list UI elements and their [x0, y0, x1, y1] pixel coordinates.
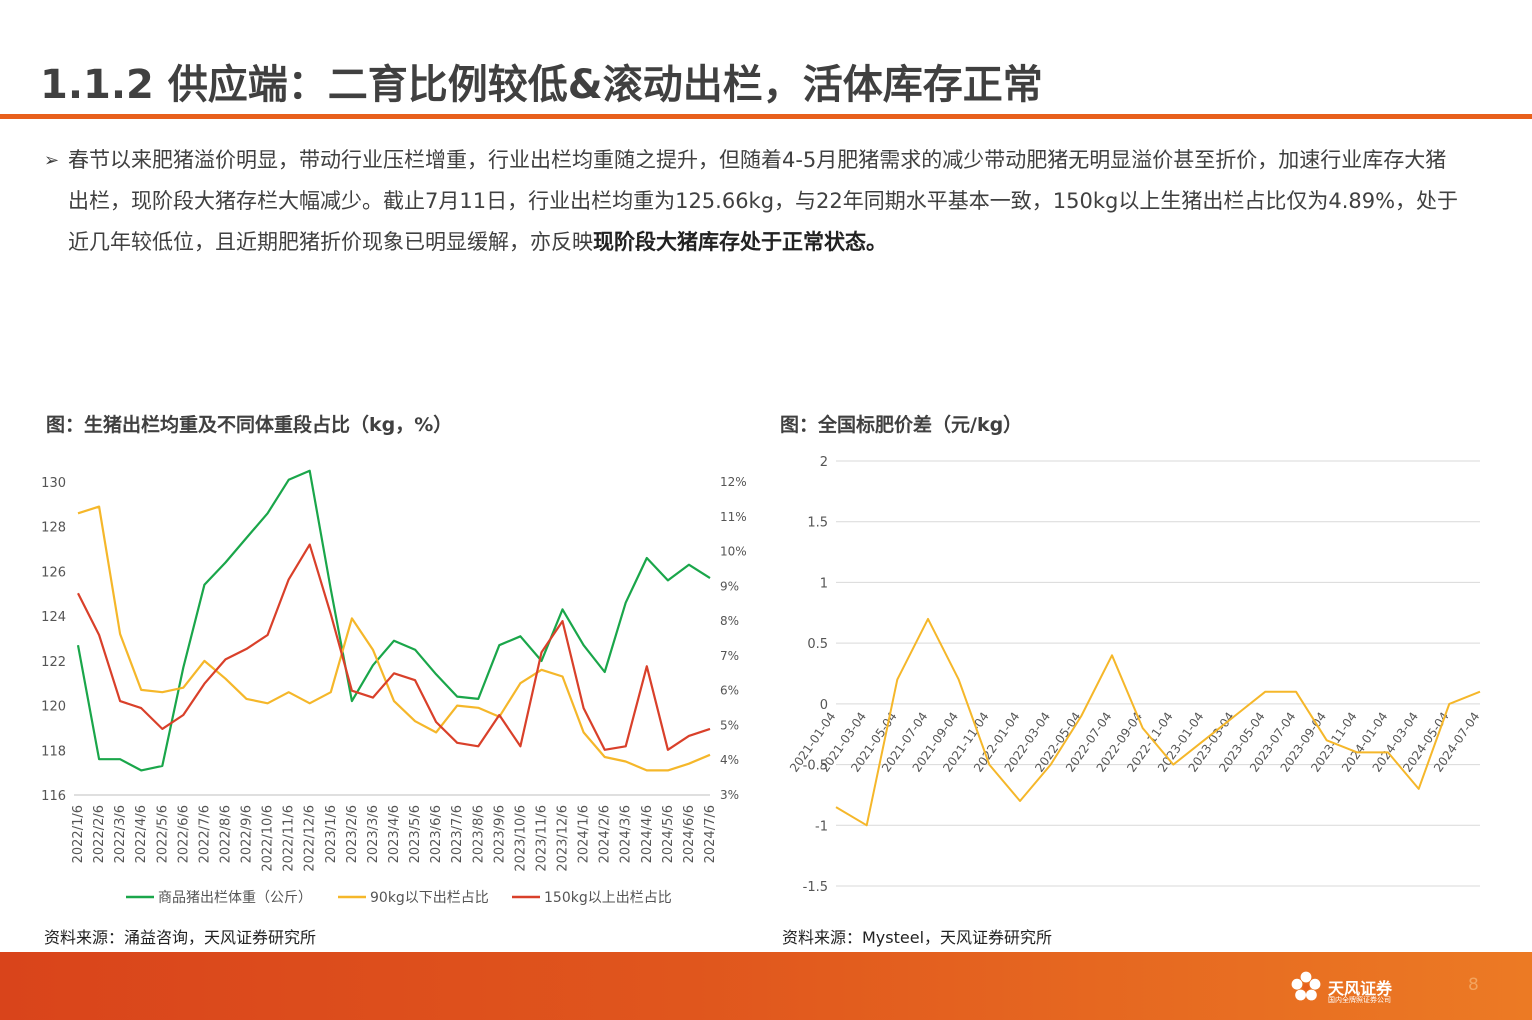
x-axis-tick-label: 2023/2/6 — [345, 805, 360, 863]
summary-text: 春节以来肥猪溢价明显，带动行业压栏增重，行业出栏均重随之提升，但随着4-5月肥猪… — [68, 140, 1464, 263]
flower-logo-icon — [1291, 971, 1321, 1001]
x-axis-tick-label: 2023/12/6 — [556, 805, 571, 872]
x-axis-tick-label: 2022/2/6 — [92, 805, 107, 863]
title-underline — [0, 114, 1532, 119]
legend-label: 150kg以上出栏占比 — [544, 890, 672, 906]
page-number: 8 — [1468, 975, 1479, 995]
legend-label: 90kg以下出栏占比 — [370, 890, 489, 906]
right-axis-tick-label: 11% — [720, 510, 747, 524]
x-axis-tick-label: 2022/7/6 — [197, 805, 212, 863]
x-axis-tick-label: 2024/1/6 — [577, 805, 592, 863]
left-axis-tick-label: 120 — [41, 700, 66, 715]
right-axis-tick-label: 9% — [720, 579, 739, 593]
legend-label: 商品猪出栏体重（公斤） — [158, 890, 312, 906]
left-axis-tick-label: 124 — [41, 610, 66, 625]
x-axis-tick-label: 2024/4/6 — [640, 805, 655, 863]
x-axis-tick-label: 2022/11/6 — [282, 805, 297, 872]
x-axis-tick-label: 2023/3/6 — [366, 805, 381, 863]
y-axis-tick-label: 1.5 — [807, 516, 828, 531]
x-axis-tick-label: 2022/3/6 — [113, 805, 128, 863]
x-axis-tick-label: 2024/6/6 — [682, 805, 697, 863]
y-axis-tick-label: -1 — [815, 819, 828, 834]
x-axis-tick-label: 2023/8/6 — [471, 805, 486, 863]
y-axis-tick-label: 0 — [820, 698, 828, 713]
x-axis-tick-label: 2022/1/6 — [71, 805, 86, 863]
x-axis-tick-label: 2024/7/6 — [703, 805, 718, 863]
right-axis-tick-label: 6% — [720, 684, 739, 698]
price-spread-line — [835, 617, 1481, 827]
arrow-bullet-icon: ➢ — [44, 150, 60, 171]
y-axis-tick-label: -0.5 — [803, 759, 828, 774]
x-axis-tick-label: 2022/6/6 — [176, 805, 191, 863]
y-axis-tick-label: 0.5 — [807, 637, 828, 652]
x-axis-tick-label: 2023/6/6 — [429, 805, 444, 863]
footer-bar — [0, 952, 1532, 1020]
y-axis-tick-label: -1.5 — [803, 880, 828, 895]
left-axis-tick-label: 128 — [41, 521, 66, 536]
y-axis-tick-label: 1 — [820, 576, 828, 591]
x-axis-tick-label: 2023/1/6 — [324, 805, 339, 863]
weight-share-chart: 116 118 120 122 124 126 128 130 3% 4% 5% 6% 7% 8% 9% 10… — [41, 469, 747, 906]
left-axis-tick-label: 126 — [41, 565, 66, 580]
x-axis-tick-label: 2023/7/6 — [450, 805, 465, 863]
brand-name: 天风证券 — [1328, 979, 1393, 998]
right-source-note: 资料来源：Mysteel，天风证券研究所 — [782, 928, 1053, 947]
right-axis-tick-label: 5% — [720, 718, 739, 732]
left-axis-tick-label: 130 — [41, 476, 66, 491]
left-axis-tick-label: 118 — [41, 744, 66, 759]
right-axis-tick-label: 3% — [720, 788, 739, 802]
x-axis-tick-label: 2022/10/6 — [261, 805, 276, 872]
x-axis-tick-label: 2023/11/6 — [534, 805, 549, 872]
right-axis-tick-label: 4% — [720, 753, 739, 767]
right-axis-tick-label: 10% — [720, 545, 747, 559]
x-axis-tick-label: 2022/5/6 — [155, 805, 170, 863]
x-axis-tick-label: 2024/5/6 — [661, 805, 676, 863]
x-axis-tick-label: 2022/8/6 — [218, 805, 233, 863]
right-chart-caption: 图：全国标肥价差（元/kg） — [780, 414, 1023, 436]
x-axis-tick-label: 2022/12/6 — [303, 805, 318, 872]
left-source-note: 资料来源：涌益咨询，天风证券研究所 — [44, 928, 317, 947]
x-axis-tick-label: 2023/5/6 — [408, 805, 423, 863]
price-spread-chart: -1.5-1-0.500.511.522021-01-042021-03-042… — [787, 455, 1482, 895]
series-line-1 — [76, 469, 711, 772]
brand-tagline: 国内全牌照证券公司 — [1328, 996, 1391, 1004]
x-axis-tick-label: 2024/3/6 — [619, 805, 634, 863]
series-line-3 — [77, 543, 711, 751]
series-line-2 — [77, 505, 711, 772]
left-axis-tick-label: 116 — [41, 789, 66, 804]
x-axis-tick-label: 2023/10/6 — [513, 805, 528, 872]
x-axis-tick-label: 2022/9/6 — [240, 805, 255, 863]
left-axis-tick-label: 122 — [41, 655, 66, 670]
x-axis-tick-label: 2024/2/6 — [598, 805, 613, 863]
x-axis-tick-label: 2022/4/6 — [134, 805, 149, 863]
right-axis-tick-label: 7% — [720, 649, 739, 663]
y-axis-tick-label: 2 — [820, 455, 828, 470]
summary-text-body: 春节以来肥猪溢价明显，带动行业压栏增重，行业出栏均重随之提升，但随着4-5月肥猪… — [68, 148, 1459, 254]
summary-bullet: ➢ 春节以来肥猪溢价明显，带动行业压栏增重，行业出栏均重随之提升，但随着4-5月… — [44, 140, 1464, 263]
x-axis-tick-label: 2023/4/6 — [387, 805, 402, 863]
right-axis-tick-label: 12% — [720, 475, 747, 489]
x-axis-tick-label: 2023/9/6 — [492, 805, 507, 863]
right-axis-tick-label: 8% — [720, 614, 739, 628]
page-title: 1.1.2 供应端：二育比例较低&滚动出栏，活体库存正常 — [40, 62, 1043, 108]
summary-text-emphasis: 现阶段大猪库存处于正常状态。 — [593, 230, 887, 254]
left-chart-caption: 图：生猪出栏均重及不同体重段占比（kg，%） — [46, 414, 453, 436]
